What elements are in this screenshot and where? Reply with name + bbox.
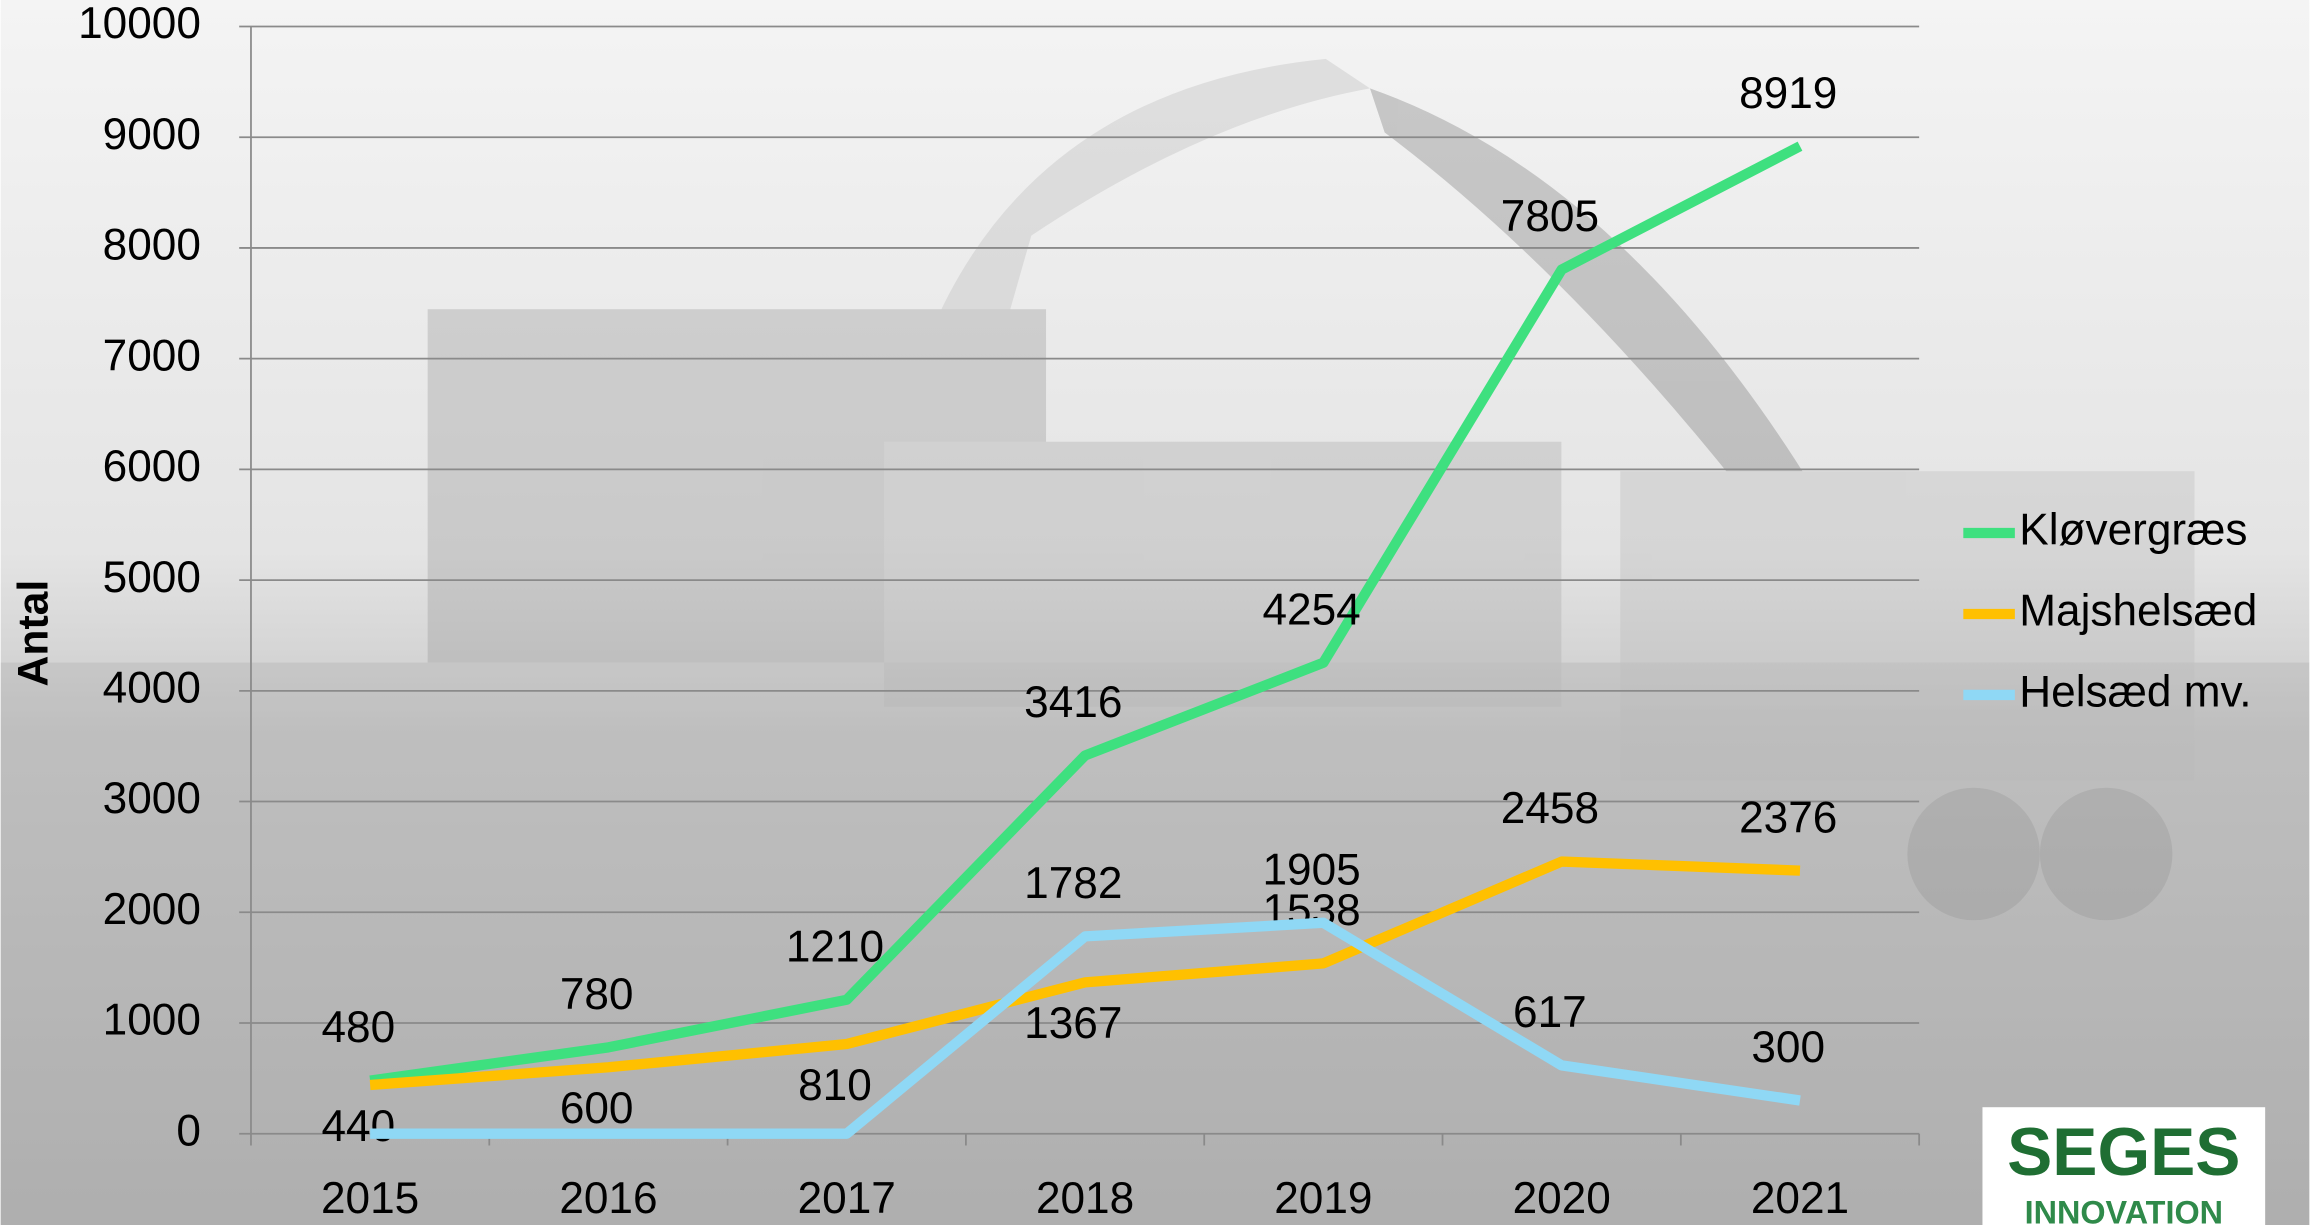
x-tick-label: 2017 [798, 1174, 896, 1223]
data-label: 7805 [1501, 192, 1599, 241]
data-label: 810 [798, 1061, 872, 1110]
y-tick-label: 7000 [103, 331, 201, 380]
legend-label: Helsæd mv. [2019, 668, 2251, 717]
data-label: 1782 [1024, 859, 1122, 908]
data-label: 440 [322, 1102, 396, 1151]
data-label: 2458 [1501, 784, 1599, 833]
y-tick-label: 3000 [103, 774, 201, 823]
data-label: 3416 [1024, 678, 1122, 727]
page: Antal SEGES INNOVATION 0 1000 2000 3000 4000… [0, 0, 2310, 1225]
y-tick-label: 2000 [103, 885, 201, 934]
data-label: 1905 [1262, 845, 1360, 894]
y-tick-label: 6000 [103, 442, 201, 491]
legend-label: Kløvergræs [2019, 506, 2247, 555]
data-label: 2376 [1739, 793, 1837, 842]
data-label: 780 [560, 970, 634, 1019]
data-label: 600 [560, 1084, 634, 1133]
chart: Antal SEGES INNOVATION 0 1000 2000 3000 4000… [0, 0, 2310, 1225]
logo-text: SEGES [2007, 1115, 2240, 1190]
data-label: 480 [322, 1003, 396, 1052]
legend-label: Majshelsæd [2019, 587, 2257, 636]
y-tick-label: 9000 [103, 110, 201, 159]
data-label: 1210 [786, 922, 884, 971]
data-label: 1367 [1024, 999, 1122, 1048]
x-tick-label: 2015 [321, 1174, 419, 1223]
x-tick-label: 2018 [1036, 1174, 1134, 1223]
y-tick-label: 10000 [78, 0, 201, 48]
logo-subtext: INNOVATION [2025, 1194, 2223, 1225]
y-tick-label: 1000 [103, 996, 201, 1045]
x-tick-label: 2021 [1751, 1174, 1849, 1223]
y-tick-label: 5000 [103, 553, 201, 602]
logo: SEGES INNOVATION [1982, 1107, 2265, 1225]
data-label: 300 [1751, 1023, 1825, 1072]
x-tick-label: 2016 [559, 1174, 657, 1223]
x-tick-label: 2019 [1274, 1174, 1372, 1223]
x-tick-label: 2020 [1513, 1174, 1611, 1223]
data-label: 4254 [1262, 585, 1360, 634]
y-axis-title: Antal [9, 580, 57, 687]
data-label: 617 [1513, 988, 1587, 1037]
y-tick-label: 8000 [103, 221, 201, 270]
y-tick-label: 0 [176, 1106, 201, 1155]
y-tick-label: 4000 [103, 664, 201, 713]
data-label: 8919 [1739, 69, 1837, 118]
